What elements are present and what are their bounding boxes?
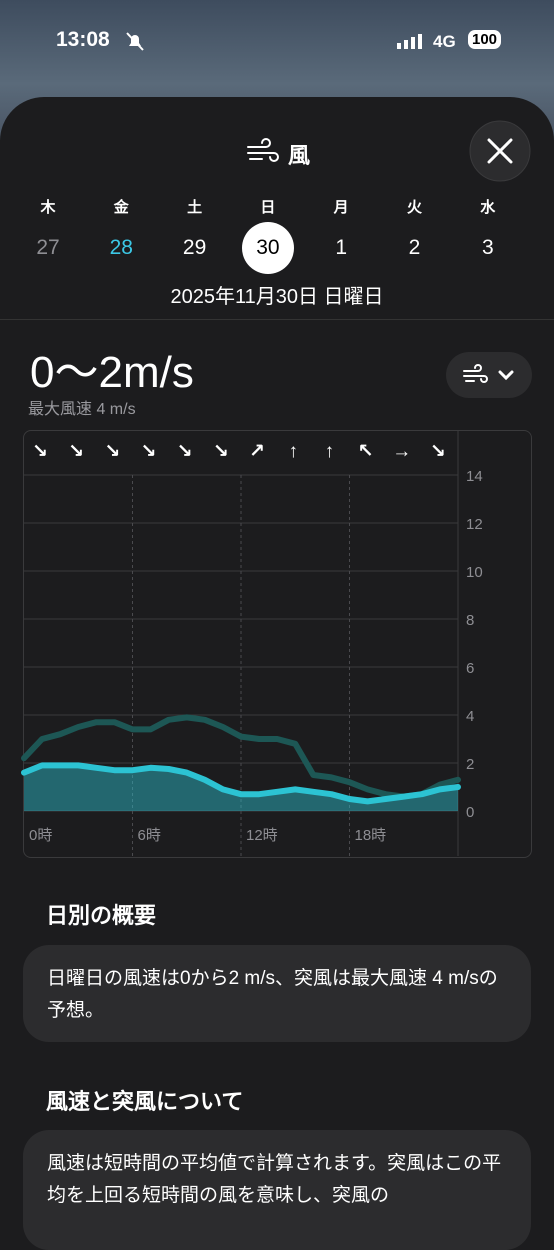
wind-icon	[247, 138, 279, 162]
weekday: 月	[333, 199, 349, 216]
weekday: 火	[406, 199, 422, 216]
date[interactable]: 27	[36, 236, 60, 259]
selected-date: 2025年11月30日 日曜日	[170, 286, 384, 308]
sheet-title: 風	[288, 143, 311, 168]
line	[21, 714, 461, 800]
date[interactable]: 1	[335, 236, 348, 259]
line	[21, 762, 461, 805]
y-tick-label: 4	[466, 708, 474, 725]
date[interactable]: 29	[182, 236, 207, 259]
chart-frame	[23, 430, 532, 858]
wind-direction: ↘	[68, 441, 84, 462]
date[interactable]: 28	[109, 236, 133, 259]
x-tick-label: 0時	[29, 827, 52, 844]
section-title: 日別の概要	[46, 903, 157, 928]
wind-direction: ↘	[141, 441, 157, 462]
x-tick-label: 18時	[355, 827, 387, 844]
signal-icon	[397, 34, 422, 49]
summary-card: 日曜日の風速は0から2 m/s、突風は最大風速 4 m/sの予想。	[23, 945, 531, 1042]
clock: 13:08	[56, 28, 110, 51]
y-tick-label: 0	[466, 804, 474, 821]
max-wind: 最大風速 4 m/s	[28, 401, 136, 418]
wind-direction: ↑	[289, 441, 299, 462]
wind-direction: ↘	[430, 441, 446, 462]
wind-direction: ↘	[104, 441, 120, 462]
wind-range: 0〜2m/s	[30, 348, 194, 397]
weekday: 土	[187, 199, 203, 216]
weekday: 日	[260, 199, 276, 216]
network: 4G	[433, 32, 456, 51]
section-title: 風速と突風について	[46, 1089, 244, 1114]
close-button[interactable]	[469, 120, 531, 182]
wind-direction: ↘	[177, 441, 193, 462]
y-tick-label: 6	[466, 660, 474, 677]
wind-direction: ↘	[213, 441, 229, 462]
y-tick-label: 14	[466, 468, 483, 485]
weekday: 木	[40, 199, 56, 216]
chart: 0 2 4 6 8 10 12 14 0時 6時 12時 18時 ↘ ↘ ↘ ↘ ↘ ↘ ↗ ↑ ↑ ↖ → ↘	[21, 431, 483, 856]
weekday: 金	[113, 199, 129, 216]
date[interactable]: 30	[241, 222, 294, 274]
wind-direction: ↑	[325, 441, 335, 462]
x-tick-label: 12時	[246, 827, 278, 844]
date[interactable]: 3	[481, 236, 494, 259]
wind-direction: →	[392, 441, 411, 462]
info-card: 風速は短時間の平均値で計算されます。突風はこの平均を上回る短時間の風を意味し、突…	[23, 1130, 531, 1250]
divider	[0, 319, 554, 320]
y-tick-label: 8	[466, 612, 474, 629]
weekday: 水	[480, 199, 496, 216]
silent-icon	[126, 32, 144, 51]
layer-menu[interactable]	[446, 352, 532, 398]
y-tick-label: 2	[466, 756, 474, 773]
x-tick-label: 6時	[138, 827, 161, 844]
battery: 100	[468, 30, 502, 49]
date[interactable]: 2	[408, 236, 421, 259]
wind-direction: ↖	[358, 441, 374, 462]
wind-direction: ↗	[249, 441, 265, 462]
y-tick-label: 10	[466, 564, 483, 581]
wind-direction: ↘	[32, 441, 48, 462]
y-tick-label: 12	[466, 516, 483, 533]
